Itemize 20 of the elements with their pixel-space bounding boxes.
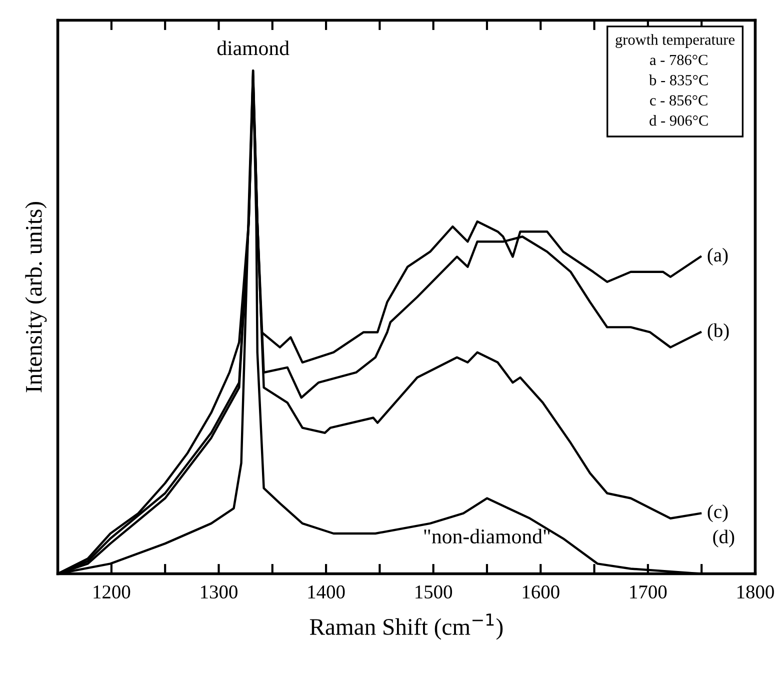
series-label: (d) bbox=[713, 530, 734, 548]
x-tick-label: 1500 bbox=[416, 585, 452, 599]
annotation: "non-diamond" bbox=[424, 528, 550, 544]
y-axis-title: Intensity (arb. units) bbox=[25, 202, 47, 392]
series-label: (b) bbox=[708, 323, 729, 342]
x-tick-label: 1400 bbox=[308, 585, 345, 599]
x-tick-label: 1800 bbox=[737, 585, 774, 599]
x-axis-title: Raman Shift (cm$^{−1}$) bbox=[310, 614, 503, 640]
x-tick-label: 1300 bbox=[201, 585, 238, 599]
text: a - 786°C bbox=[650, 54, 708, 66]
series-label: (c) bbox=[708, 504, 728, 522]
x-tick-label: 1700 bbox=[630, 585, 667, 599]
x-tick-label: 1600 bbox=[522, 585, 560, 599]
x-tick-label: 1200 bbox=[94, 585, 130, 599]
annotation: d - 906°C bbox=[650, 114, 708, 126]
annotation: b - 835°C bbox=[649, 74, 708, 86]
annotation: diamond bbox=[217, 40, 290, 56]
series-label: (a) bbox=[708, 248, 728, 266]
text: growth temperature bbox=[616, 34, 735, 48]
annotation: c - 856°C bbox=[650, 95, 708, 106]
